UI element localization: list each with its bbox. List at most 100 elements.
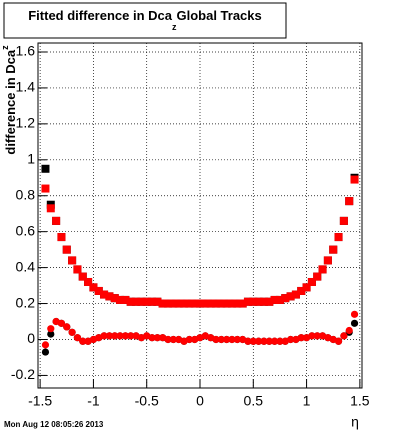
title-main: Fitted difference in Dca xyxy=(28,8,173,23)
data-point xyxy=(265,337,273,345)
data-point xyxy=(46,204,55,213)
data-point xyxy=(201,299,210,308)
data-point xyxy=(217,299,226,308)
y-tick-label: 0.6 xyxy=(16,222,36,238)
data-point xyxy=(111,332,119,340)
data-point xyxy=(185,335,193,344)
data-point xyxy=(57,233,66,242)
data-point xyxy=(148,297,157,306)
data-point xyxy=(121,295,130,304)
data-point xyxy=(334,233,343,242)
y-label-subscript: z xyxy=(0,45,10,50)
data-point xyxy=(164,335,172,344)
x-tick-label: 0 xyxy=(196,393,204,409)
data-point xyxy=(222,299,231,308)
data-point xyxy=(345,326,353,335)
data-point xyxy=(41,341,50,349)
x-tick-label: -1 xyxy=(87,393,100,409)
data-point xyxy=(110,294,119,303)
x-tick-label: -1.5 xyxy=(28,393,52,409)
data-point xyxy=(254,297,263,306)
data-point xyxy=(255,337,263,345)
data-point xyxy=(153,297,162,306)
data-point xyxy=(52,216,61,225)
data-point xyxy=(169,299,178,308)
data-point xyxy=(286,335,295,344)
data-point xyxy=(350,175,359,184)
data-point xyxy=(308,332,316,340)
data-point xyxy=(41,184,50,193)
data-point xyxy=(291,290,300,299)
y-tick-label: 1.6 xyxy=(16,43,36,59)
y-tick-label: 0.4 xyxy=(16,258,36,274)
y-tick-label: 0 xyxy=(27,330,35,346)
data-point xyxy=(41,164,50,173)
data-point xyxy=(233,335,241,344)
data-point xyxy=(47,325,55,333)
y-tick-label: 0.2 xyxy=(16,294,36,310)
data-point xyxy=(47,330,55,338)
data-point xyxy=(270,295,279,304)
data-point xyxy=(57,319,66,327)
data-point xyxy=(169,335,177,344)
data-point xyxy=(340,332,348,340)
data-point xyxy=(286,292,295,301)
x-tick-label: -0.5 xyxy=(135,393,159,409)
data-point xyxy=(275,295,284,304)
data-point xyxy=(180,299,189,308)
data-point xyxy=(196,299,204,308)
data-point xyxy=(142,297,151,306)
y-tick-label: -0.2 xyxy=(11,366,35,382)
y-tick-label: 1 xyxy=(27,151,35,167)
chart-title: Fitted difference in DcazGlobal Tracks xyxy=(28,8,262,32)
y-axis-label: difference in Dcaz xyxy=(0,45,18,155)
y-label-main: difference in Dca xyxy=(3,49,18,155)
data-point xyxy=(174,299,183,308)
data-point xyxy=(62,245,71,254)
data-point xyxy=(132,297,141,306)
data-point xyxy=(313,272,322,281)
data-point xyxy=(307,277,316,286)
data-point xyxy=(78,272,87,281)
x-tick-label: 1.5 xyxy=(350,393,370,409)
data-point xyxy=(350,319,359,327)
x-tick-label: 0.5 xyxy=(244,393,264,409)
data-point xyxy=(281,294,290,303)
data-point xyxy=(211,299,220,308)
data-point xyxy=(68,256,77,265)
data-point xyxy=(105,332,114,340)
data-point xyxy=(345,197,354,206)
data-point xyxy=(153,334,161,342)
x-axis-label: η xyxy=(351,414,359,430)
y-tick-label: 1.2 xyxy=(16,115,36,131)
data-point xyxy=(94,286,103,295)
data-point xyxy=(302,283,311,292)
data-point xyxy=(259,297,268,306)
data-point xyxy=(227,299,236,308)
data-point xyxy=(243,297,252,306)
data-point xyxy=(185,299,194,308)
data-point xyxy=(73,334,82,342)
data-point xyxy=(350,310,359,318)
data-point xyxy=(233,299,242,308)
data-point xyxy=(148,334,156,342)
data-point xyxy=(313,332,321,340)
data-point xyxy=(116,295,125,304)
data-point xyxy=(41,348,50,356)
data-point xyxy=(68,328,76,336)
data-point xyxy=(265,297,274,306)
data-point xyxy=(249,297,258,306)
data-point xyxy=(223,335,231,344)
data-point xyxy=(334,337,343,345)
data-point xyxy=(63,323,71,331)
title-subscript: z xyxy=(172,22,177,32)
data-point xyxy=(100,332,108,340)
data-point xyxy=(249,337,257,345)
data-point xyxy=(137,297,146,306)
data-point xyxy=(238,299,247,308)
timestamp: Mon Aug 12 08:05:26 2013 xyxy=(4,420,104,429)
data-point xyxy=(158,299,167,308)
data-point xyxy=(190,299,199,308)
